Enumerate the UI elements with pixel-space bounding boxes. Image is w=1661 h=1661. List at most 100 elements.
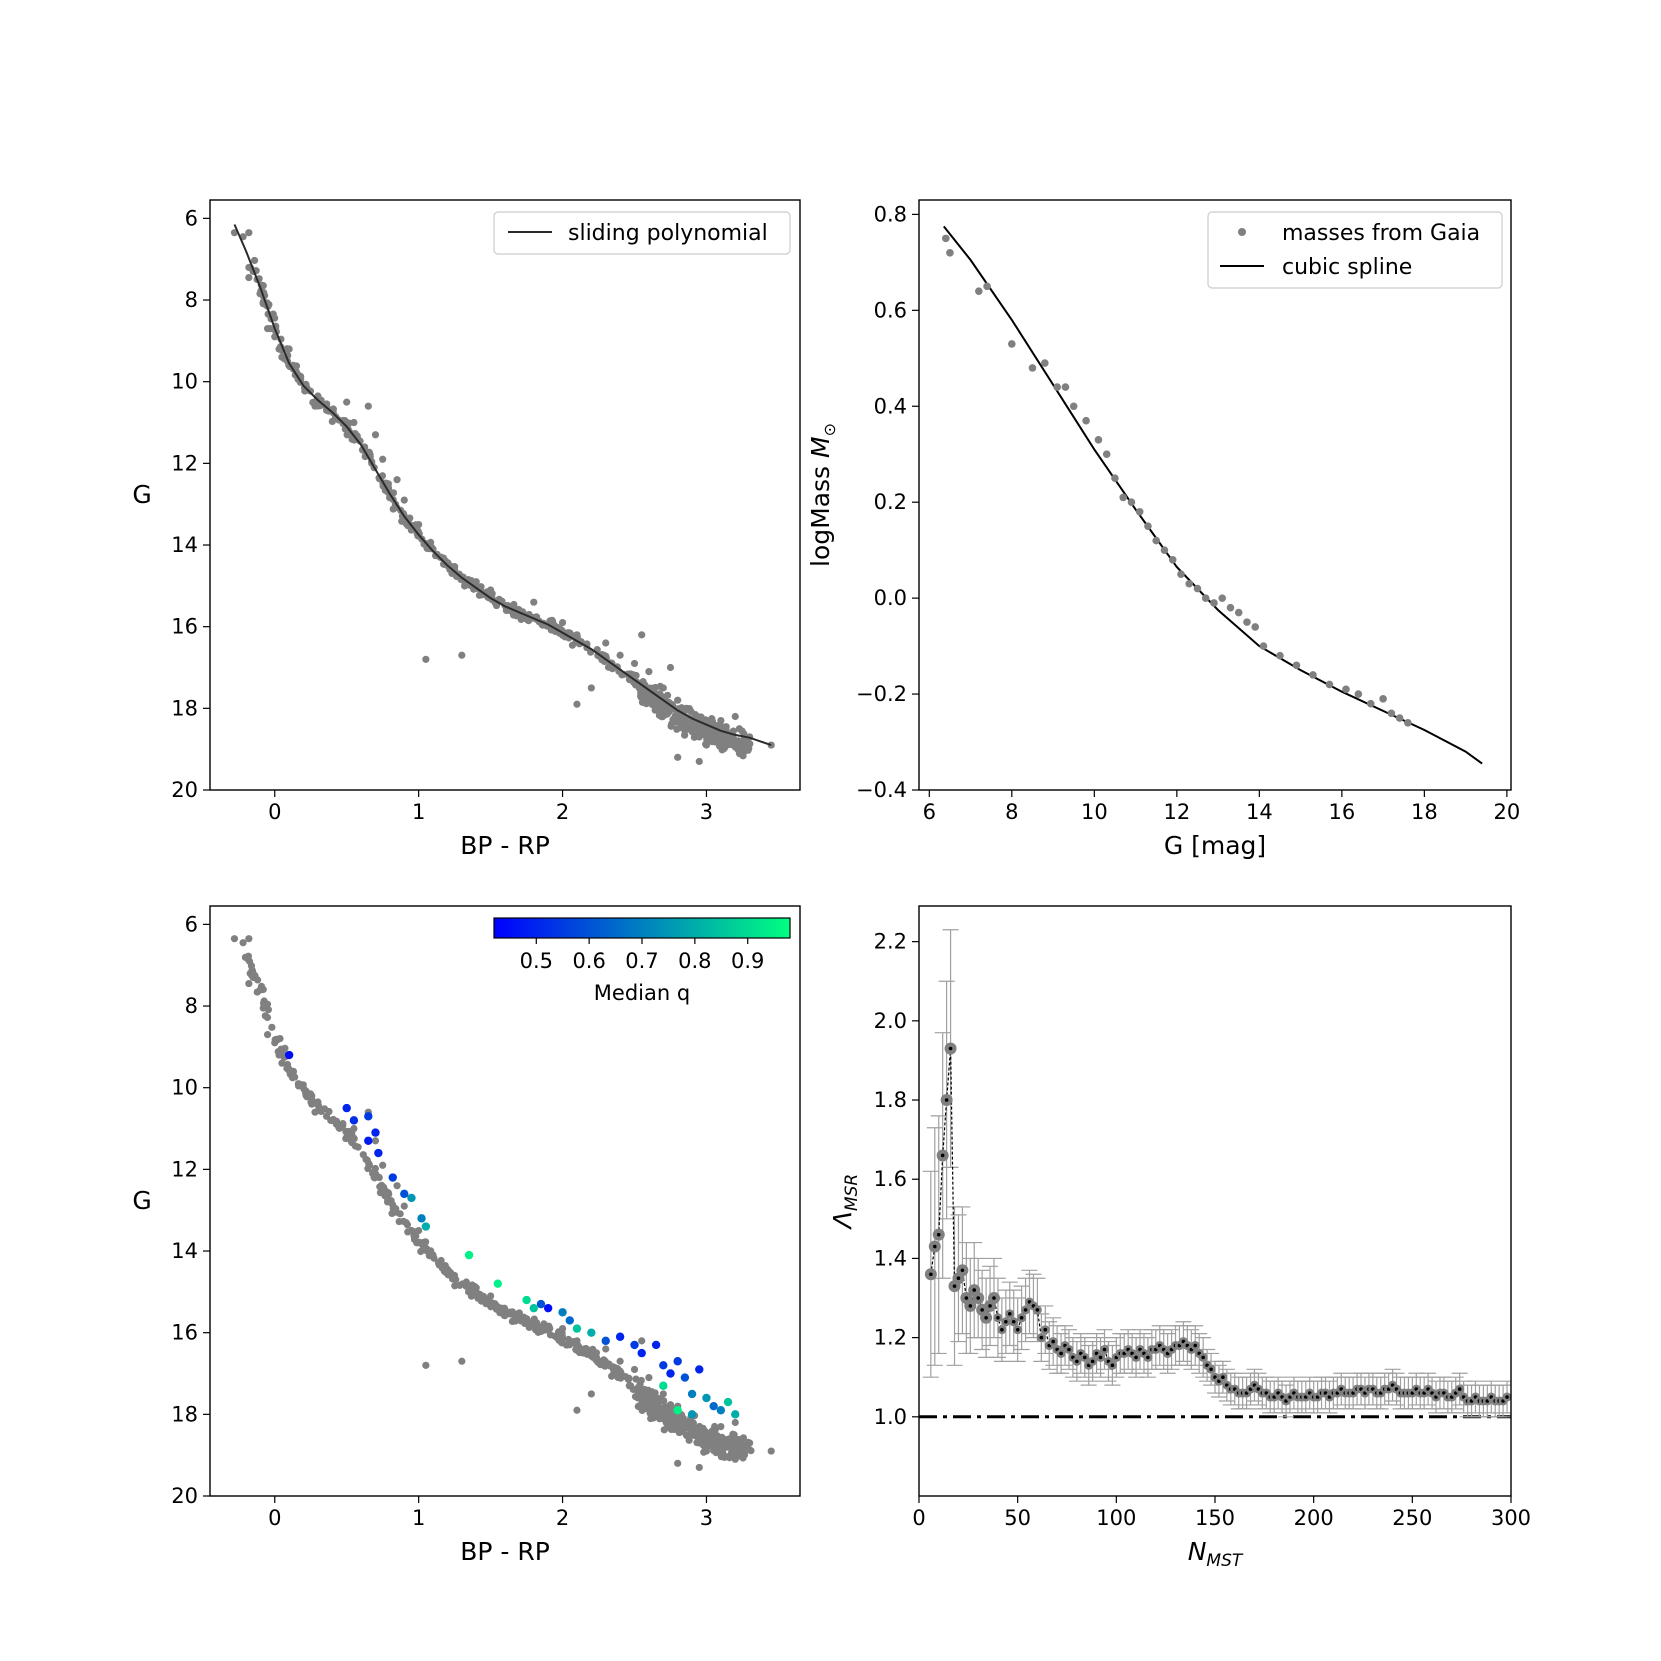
binary-point [417,1214,426,1223]
binary-point [400,1189,409,1199]
mass-point [1069,402,1078,411]
binary-point [421,1222,431,1231]
star-point [462,1278,470,1286]
mass-point [1119,493,1128,502]
y-tick-label: 16 [171,1321,198,1345]
y-tick-label: 8 [185,994,198,1018]
star-point [587,1351,596,1359]
lambda-marker-center [1035,1308,1040,1312]
star-point [245,273,253,282]
star-point [311,1108,319,1116]
binary-point [615,1332,625,1341]
y-tick-label: 2.2 [874,930,907,954]
mass-point [1102,450,1111,459]
binary-point [364,1112,373,1121]
binary-point [659,1381,668,1390]
mass-point [1160,546,1169,554]
star-point [645,667,653,676]
star-point [249,973,257,982]
binary-point [723,1397,733,1407]
star-point [487,1292,495,1300]
lambda-marker-center [1023,1308,1028,1312]
y-axis-label: ΛMSR [828,1174,862,1230]
binary-point [587,1328,596,1337]
star-point [725,1452,733,1460]
star-point [621,1373,630,1381]
mass-point [1094,436,1103,444]
y-tick-label: −0.2 [856,682,907,706]
star-point [472,578,480,586]
lambda-marker-center [1221,1375,1225,1380]
x-axis-label-main: N [1188,1537,1207,1566]
star-point [230,935,239,943]
star-point [400,496,408,504]
star-point [716,742,724,750]
star-point [737,1442,745,1450]
x-tick-label: 50 [1004,1506,1031,1530]
star-point [616,651,624,659]
lambda-marker-center [1193,1343,1198,1348]
star-point [643,695,651,703]
y-axis-label: G [132,1186,151,1215]
y-tick-label: 0.4 [874,394,907,418]
star-point [630,659,639,668]
lambda-marker-center [1019,1316,1024,1320]
star-point [731,1435,739,1443]
mass-point [1201,594,1210,602]
star-point [695,1439,703,1447]
mass-point [1243,618,1251,626]
star-point [674,696,682,704]
star-point [587,684,595,692]
lambda-marker-center [1509,0,1513,2]
star-point [479,1292,488,1301]
mass-point [1251,623,1260,631]
star-point [602,1345,610,1353]
star-point [429,1251,437,1259]
lambda-marker-center [976,1296,980,1300]
star-point [259,1004,267,1012]
star-point [739,1454,747,1462]
binary-point [572,1324,582,1333]
mass-point [1387,709,1396,718]
star-point [562,1341,571,1349]
star-point [573,631,581,639]
binary-point [673,1357,682,1366]
star-point [500,1310,509,1319]
star-point [573,1406,581,1414]
star-point [735,725,743,733]
star-point [314,1098,322,1106]
star-point [697,722,706,731]
star-point [650,1409,658,1417]
star-point [385,1190,393,1198]
lambda-marker-center [992,1296,996,1300]
star-point [573,1337,581,1345]
star-point [253,988,261,996]
star-point [415,1227,423,1235]
star-point [732,1453,741,1461]
y-axis-label: logMass M⊙ [806,423,839,567]
binary-point [374,1148,383,1158]
star-point [602,639,610,647]
star-point [718,1434,726,1442]
axes-frame [918,905,1512,1497]
x-tick-label: 6 [923,800,936,824]
y-axis-label-sub: MSR [842,1174,862,1211]
star-point [645,1373,653,1382]
star-point [239,939,247,947]
star-point [275,345,283,353]
binary-point [388,1173,397,1182]
star-point [663,691,672,699]
star-point [297,1082,305,1090]
legend-label: sliding polynomial [568,221,768,246]
star-point [695,757,703,766]
x-tick-label: 0 [268,1506,281,1530]
star-point [710,1431,718,1439]
star-point [342,1134,350,1143]
y-tick-label: 6 [185,206,198,230]
star-point [285,345,293,353]
star-point [714,734,722,742]
star-point [418,1240,426,1248]
mass-point [1226,603,1235,612]
colorbar-gradient [493,917,791,939]
mass-point [1325,680,1334,689]
